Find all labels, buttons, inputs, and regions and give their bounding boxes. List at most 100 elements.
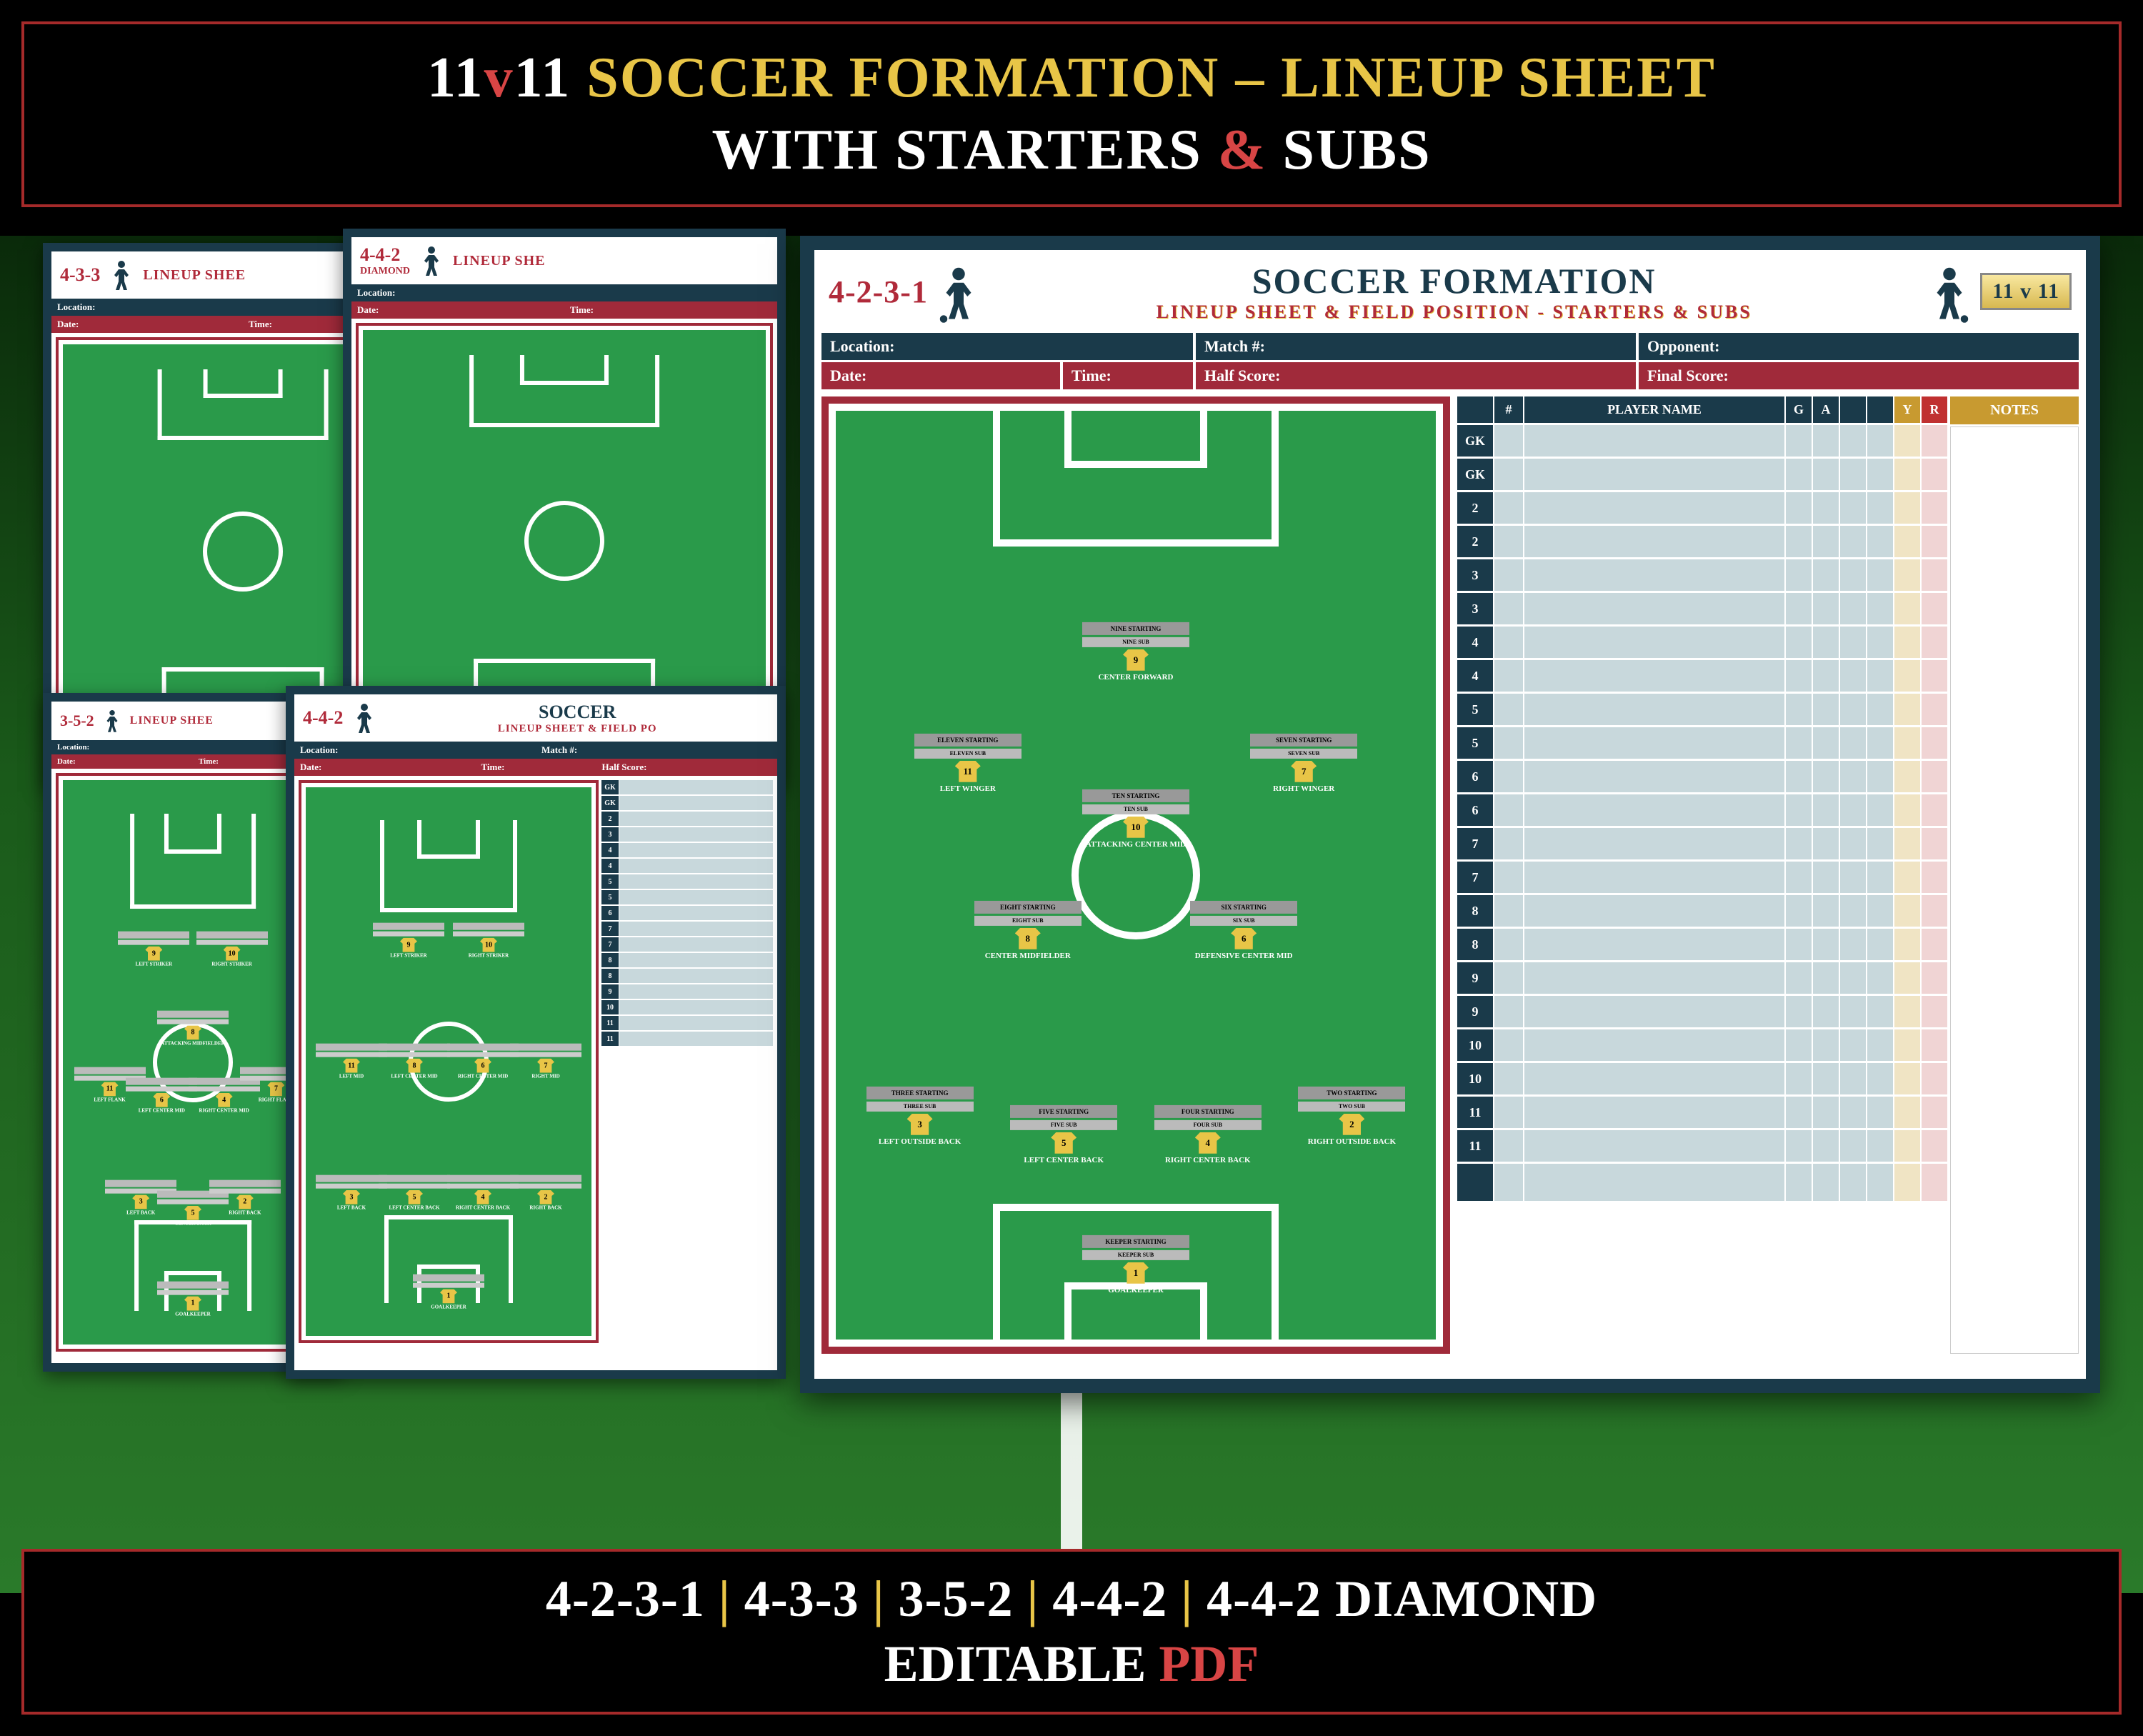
roster-row[interactable]: 7 bbox=[1457, 862, 1947, 893]
rc-a[interactable] bbox=[1813, 862, 1839, 893]
rc-num[interactable] bbox=[1494, 929, 1523, 960]
rc-s2[interactable] bbox=[1867, 492, 1893, 524]
rc-r[interactable] bbox=[1922, 425, 1947, 457]
info-date[interactable]: Date: bbox=[821, 362, 1060, 389]
rc-name[interactable] bbox=[1524, 694, 1784, 725]
position-marker[interactable]: SIX STARTING SIX SUB 6 DEFENSIVE CENTER … bbox=[1190, 901, 1297, 961]
rc-s1[interactable] bbox=[1840, 694, 1866, 725]
rc-s2[interactable] bbox=[1867, 559, 1893, 591]
rc-g[interactable] bbox=[1786, 862, 1812, 893]
rc-name[interactable] bbox=[1524, 660, 1784, 692]
roster-row[interactable]: 4 bbox=[1457, 660, 1947, 692]
rc-s1[interactable] bbox=[1840, 1063, 1866, 1094]
rc-y[interactable] bbox=[1894, 627, 1920, 658]
rc-name[interactable] bbox=[1524, 593, 1784, 624]
rc-num[interactable] bbox=[1494, 794, 1523, 826]
rc-a[interactable] bbox=[1813, 1029, 1839, 1061]
rc-name[interactable] bbox=[1524, 862, 1784, 893]
info-opponent[interactable]: Opponent: bbox=[1639, 333, 2079, 360]
rc-num[interactable] bbox=[1494, 761, 1523, 792]
rc-y[interactable] bbox=[1894, 694, 1920, 725]
rc-name[interactable] bbox=[1524, 559, 1784, 591]
rc-s1[interactable] bbox=[1840, 996, 1866, 1027]
rc-name[interactable] bbox=[1524, 627, 1784, 658]
position-marker[interactable]: TWO STARTING TWO SUB 2 RIGHT OUTSIDE BAC… bbox=[1298, 1087, 1405, 1147]
rc-name[interactable] bbox=[1524, 425, 1784, 457]
rc-num[interactable] bbox=[1494, 459, 1523, 490]
rc-y[interactable] bbox=[1894, 492, 1920, 524]
rc-g[interactable] bbox=[1786, 660, 1812, 692]
rc-s2[interactable] bbox=[1867, 660, 1893, 692]
rc-num[interactable] bbox=[1494, 593, 1523, 624]
roster-row[interactable]: 5 bbox=[1457, 727, 1947, 759]
rc-g[interactable] bbox=[1786, 1130, 1812, 1162]
rc-g[interactable] bbox=[1786, 1097, 1812, 1128]
notes-body[interactable] bbox=[1950, 426, 2079, 1354]
roster-row[interactable]: 2 bbox=[1457, 526, 1947, 557]
rc-s2[interactable] bbox=[1867, 1029, 1893, 1061]
rc-r[interactable] bbox=[1922, 862, 1947, 893]
roster-row[interactable]: 4 bbox=[1457, 627, 1947, 658]
rc-name[interactable] bbox=[1524, 828, 1784, 859]
rc-s1[interactable] bbox=[1840, 828, 1866, 859]
rc-num[interactable] bbox=[1494, 627, 1523, 658]
roster-row[interactable]: 7 bbox=[1457, 828, 1947, 859]
rc-g[interactable] bbox=[1786, 929, 1812, 960]
rc-name[interactable] bbox=[1524, 1130, 1784, 1162]
rc-s2[interactable] bbox=[1867, 425, 1893, 457]
rc-name[interactable] bbox=[1524, 929, 1784, 960]
rc-r[interactable] bbox=[1922, 492, 1947, 524]
rc-num[interactable] bbox=[1494, 1130, 1523, 1162]
rc-num[interactable] bbox=[1494, 694, 1523, 725]
roster-row[interactable]: 6 bbox=[1457, 761, 1947, 792]
rc-s2[interactable] bbox=[1867, 1063, 1893, 1094]
rc-a[interactable] bbox=[1813, 828, 1839, 859]
rc-s2[interactable] bbox=[1867, 761, 1893, 792]
rc-g[interactable] bbox=[1786, 1029, 1812, 1061]
roster-row[interactable]: 3 bbox=[1457, 593, 1947, 624]
rc-s2[interactable] bbox=[1867, 996, 1893, 1027]
rc-g[interactable] bbox=[1786, 794, 1812, 826]
rc-y[interactable] bbox=[1894, 929, 1920, 960]
rc-s1[interactable] bbox=[1840, 492, 1866, 524]
rc-num[interactable] bbox=[1494, 559, 1523, 591]
rc-s2[interactable] bbox=[1867, 828, 1893, 859]
roster-row[interactable]: GK bbox=[1457, 459, 1947, 490]
rc-a[interactable] bbox=[1813, 627, 1839, 658]
rc-g[interactable] bbox=[1786, 761, 1812, 792]
position-marker[interactable]: THREE STARTING THREE SUB 3 LEFT OUTSIDE … bbox=[866, 1087, 974, 1147]
rc-s2[interactable] bbox=[1867, 694, 1893, 725]
rc-s1[interactable] bbox=[1840, 1097, 1866, 1128]
rc-s1[interactable] bbox=[1840, 862, 1866, 893]
rc-a[interactable] bbox=[1813, 694, 1839, 725]
rc-a[interactable] bbox=[1813, 660, 1839, 692]
position-marker[interactable]: KEEPER STARTING KEEPER SUB 1 GOALKEEPER bbox=[1082, 1235, 1189, 1295]
rc-r[interactable] bbox=[1922, 660, 1947, 692]
rc-a[interactable] bbox=[1813, 761, 1839, 792]
rc-y[interactable] bbox=[1894, 794, 1920, 826]
rc-g[interactable] bbox=[1786, 895, 1812, 927]
rc-a[interactable] bbox=[1813, 996, 1839, 1027]
roster-row[interactable]: 10 bbox=[1457, 1063, 1947, 1094]
rc-name[interactable] bbox=[1524, 1029, 1784, 1061]
info-match[interactable]: Match #: bbox=[1196, 333, 1636, 360]
rc-g[interactable] bbox=[1786, 492, 1812, 524]
rc-s2[interactable] bbox=[1867, 593, 1893, 624]
rc-s1[interactable] bbox=[1840, 559, 1866, 591]
rc-y[interactable] bbox=[1894, 996, 1920, 1027]
roster-row[interactable]: 11 bbox=[1457, 1097, 1947, 1128]
rc-a[interactable] bbox=[1813, 962, 1839, 994]
rc-g[interactable] bbox=[1786, 593, 1812, 624]
rc-y[interactable] bbox=[1894, 425, 1920, 457]
rc-s2[interactable] bbox=[1867, 1130, 1893, 1162]
rc-s1[interactable] bbox=[1840, 895, 1866, 927]
rc-g[interactable] bbox=[1786, 727, 1812, 759]
rc-y[interactable] bbox=[1894, 1097, 1920, 1128]
rc-name[interactable] bbox=[1524, 1097, 1784, 1128]
info-final[interactable]: Final Score: bbox=[1639, 362, 2079, 389]
rc-s1[interactable] bbox=[1840, 929, 1866, 960]
roster-row[interactable]: GK bbox=[1457, 425, 1947, 457]
rc-a[interactable] bbox=[1813, 895, 1839, 927]
rc-a[interactable] bbox=[1813, 1130, 1839, 1162]
rc-a[interactable] bbox=[1813, 526, 1839, 557]
